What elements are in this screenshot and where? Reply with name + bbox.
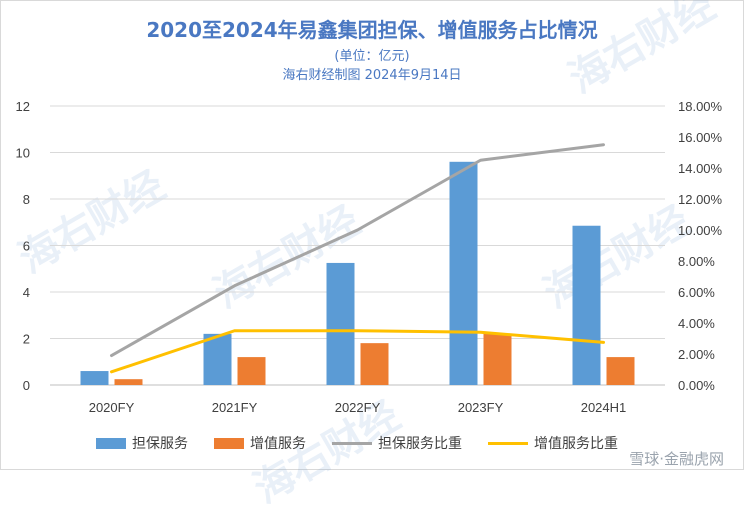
bar-guarantee <box>326 262 355 385</box>
category-label: 2023FY <box>458 400 504 415</box>
right-tick-label: 4.00% <box>678 316 715 331</box>
legend-label-value-added: 增值服务 <box>250 436 306 452</box>
legend-swatch-guarantee <box>96 437 126 449</box>
left-tick-label: 0 <box>23 378 30 393</box>
legend-swatch-value-added <box>214 437 244 449</box>
right-tick-label: 0.00% <box>678 378 715 393</box>
combo-chart: 0 2 4 6 8 10 12 0.00% 2.00% 4.00% 6.00% 8.00% 10.00… <box>16 99 723 415</box>
bar-guarantee <box>80 371 109 385</box>
left-tick-label: 10 <box>16 146 30 161</box>
right-tick-label: 10.00% <box>678 223 723 238</box>
bar-value-added <box>237 357 266 385</box>
left-tick-label: 12 <box>16 99 30 114</box>
right-tick-label: 6.00% <box>678 285 715 300</box>
left-tick-label: 2 <box>23 332 30 347</box>
legend-item-guarantee-ratio: 担保服务比重 <box>332 433 462 453</box>
corner-watermark: 雪球·金融虎网 <box>629 450 724 468</box>
category-label: 2022FY <box>335 400 381 415</box>
line-guarantee-ratio <box>110 143 605 358</box>
bar-value-added <box>606 357 635 385</box>
right-tick-label: 14.00% <box>678 161 723 176</box>
right-tick-label: 16.00% <box>678 130 723 145</box>
legend-item-value-added: 增值服务 <box>214 433 306 453</box>
left-axis-ticks: 0 2 4 6 8 10 12 <box>16 99 30 393</box>
legend: 担保服务 增值服务 担保服务比重 增值服务比重 <box>96 432 716 454</box>
legend-swatch-value-added-ratio <box>488 441 528 445</box>
bars <box>80 161 635 385</box>
chart-title: 2020至2024年易鑫集团担保、增值服务占比情况 <box>146 18 598 42</box>
right-tick-label: 12.00% <box>678 192 723 207</box>
chart-unit: (单位：亿元) <box>334 49 410 64</box>
left-tick-label: 4 <box>23 285 30 300</box>
left-tick-label: 6 <box>23 239 30 254</box>
bar-guarantee <box>572 225 601 385</box>
category-labels: 2020FY 2021FY 2022FY 2023FY 2024H1 <box>89 400 627 415</box>
legend-item-value-added-ratio: 增值服务比重 <box>488 433 618 453</box>
line-value-added-ratio <box>110 329 605 374</box>
bar-value-added <box>360 343 389 385</box>
category-label: 2021FY <box>212 400 258 415</box>
right-tick-label: 8.00% <box>678 254 715 269</box>
legend-swatch-guarantee-ratio <box>332 441 372 445</box>
bar-value-added <box>483 333 512 385</box>
right-tick-label: 2.00% <box>678 347 715 362</box>
lines <box>110 143 605 374</box>
right-axis-ticks: 0.00% 2.00% 4.00% 6.00% 8.00% 10.00% 12.00% 14.… <box>678 99 723 393</box>
gridlines <box>50 105 665 386</box>
category-label: 2020FY <box>89 400 135 415</box>
legend-label-guarantee-ratio: 担保服务比重 <box>378 436 462 452</box>
legend-item-guarantee: 担保服务 <box>96 433 188 453</box>
legend-label-guarantee: 担保服务 <box>132 436 188 452</box>
category-label: 2024H1 <box>581 400 627 415</box>
legend-label-value-added-ratio: 增值服务比重 <box>534 436 618 452</box>
bar-guarantee <box>449 161 478 385</box>
bar-value-added <box>114 379 143 385</box>
chart-source: 海右财经制图 2024年9月14日 <box>282 68 462 83</box>
left-tick-label: 8 <box>23 192 30 207</box>
bar-guarantee <box>203 333 232 385</box>
right-tick-label: 18.00% <box>678 99 723 114</box>
